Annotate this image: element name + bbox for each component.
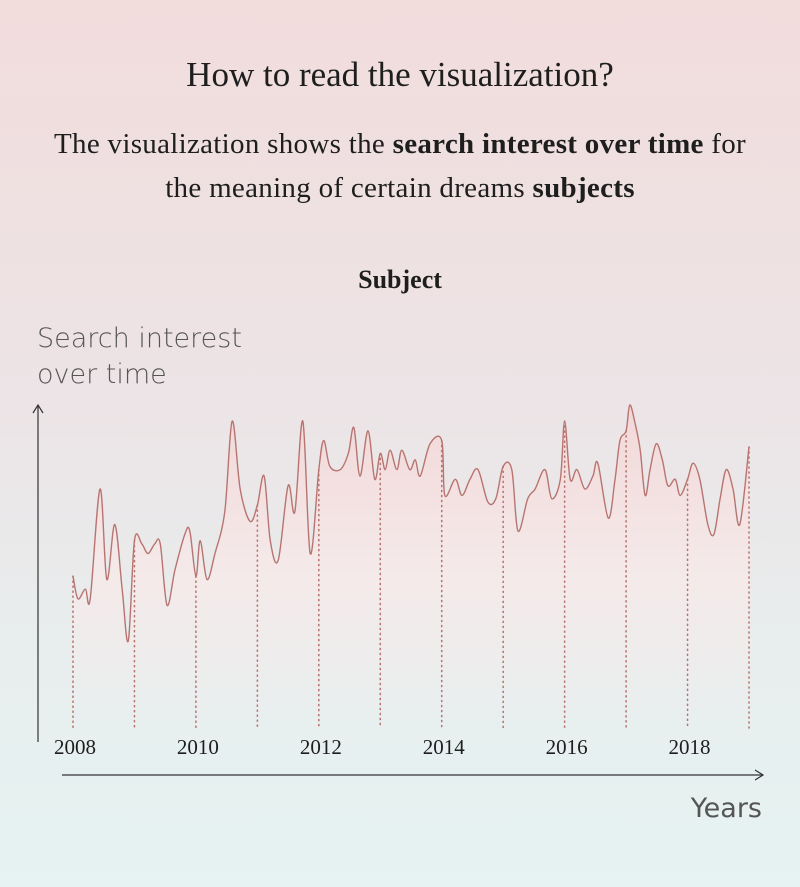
x-tick-label: 2016 — [546, 735, 588, 759]
description: The visualization shows the search inter… — [50, 122, 750, 210]
x-axis-label: Years — [690, 793, 762, 824]
description-text: for the meaning of certain dreams — [165, 128, 746, 204]
area — [73, 404, 749, 728]
line — [72, 404, 750, 643]
x-axis — [62, 769, 765, 781]
description-emphasis: search interest over time — [392, 128, 704, 160]
y-axis-label: Search interest over time — [37, 323, 242, 390]
x-tick-label: 2008 — [54, 735, 96, 759]
description-emphasis: subjects — [532, 172, 635, 204]
x-tick-label: 2010 — [177, 735, 219, 759]
chart-title: Subject — [358, 265, 442, 294]
page-title: How to read the visualization? — [186, 55, 614, 94]
x-tick-label: 2018 — [669, 735, 711, 759]
description-text: The visualization shows the — [54, 128, 393, 160]
x-tick-label: 2012 — [300, 735, 342, 759]
x-tick-label: 2014 — [423, 735, 466, 759]
y-axis — [32, 403, 44, 742]
